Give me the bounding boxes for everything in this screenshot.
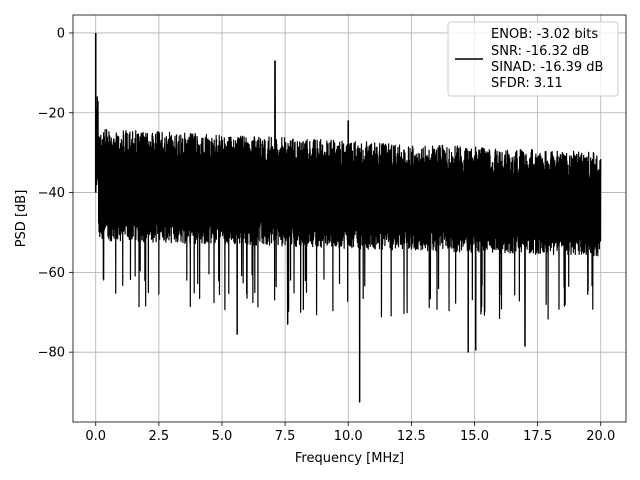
y-tick-label: −20 xyxy=(38,106,65,121)
x-tick-label: 15.0 xyxy=(460,429,489,444)
y-axis: 0 −20 −40 −60 −80 xyxy=(38,26,73,361)
plot-frame xyxy=(72,14,627,423)
x-tick-label: 7.5 xyxy=(275,429,296,444)
x-axis: 0.0 2.5 5.0 7.5 10.0 12.5 15.0 17.5 20.0 xyxy=(85,422,615,444)
x-tick-label: 12.5 xyxy=(397,429,426,444)
legend-sfdr: SFDR: 3.11 xyxy=(491,76,563,91)
x-tick-label: 2.5 xyxy=(149,429,170,444)
legend-enob: ENOB: -3.02 bits xyxy=(491,27,598,42)
x-tick-label: 10.0 xyxy=(334,429,363,444)
psd-trace xyxy=(95,32,602,403)
y-axis-label: PSD [dB] xyxy=(14,190,29,248)
y-tick-label: −40 xyxy=(38,186,65,201)
y-tick-label: −80 xyxy=(38,346,65,361)
legend-box xyxy=(447,21,619,97)
legend-sinad: SINAD: -16.39 dB xyxy=(491,60,603,75)
x-tick-label: 5.0 xyxy=(212,429,233,444)
y-tick-label: 0 xyxy=(57,26,65,41)
legend: ENOB: -3.02 bits SNR: -16.32 dB SINAD: -… xyxy=(447,21,619,97)
x-axis-label: Frequency [MHz] xyxy=(295,451,404,466)
y-tick-label: −60 xyxy=(38,266,65,281)
psd-series xyxy=(94,32,602,403)
legend-snr: SNR: -16.32 dB xyxy=(491,44,589,59)
x-tick-label: 20.0 xyxy=(586,429,615,444)
x-tick-label: 0.0 xyxy=(85,429,106,444)
x-tick-label: 17.5 xyxy=(523,429,552,444)
